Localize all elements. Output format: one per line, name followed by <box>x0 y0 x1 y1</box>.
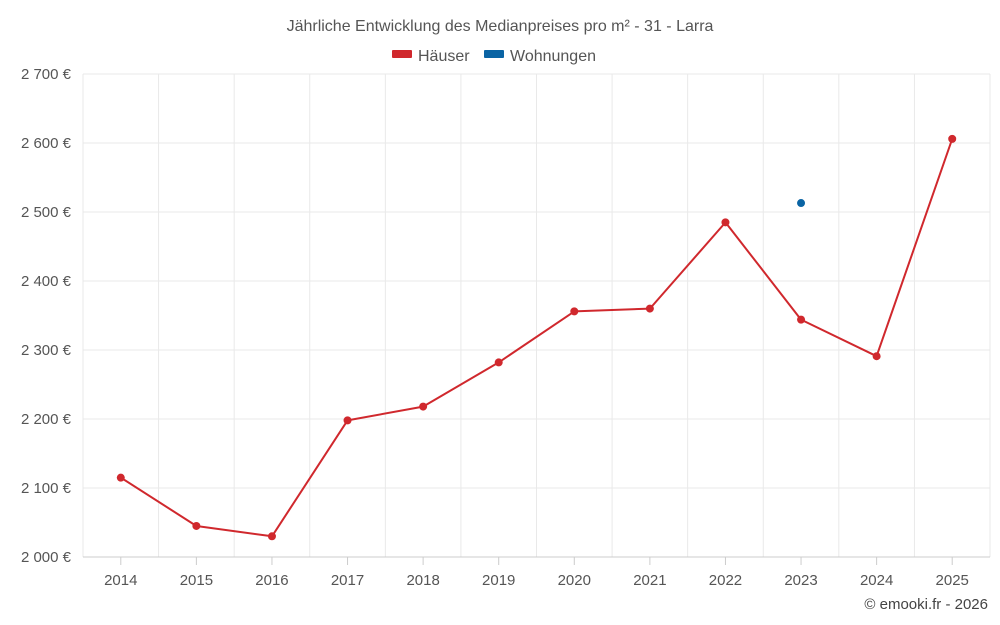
copyright-text: © emooki.fr - 2026 <box>864 596 988 613</box>
data-point-wohnungen[interactable] <box>797 199 806 208</box>
data-point-haeuser[interactable] <box>267 532 276 541</box>
y-tick-label: 2 100 € <box>21 480 72 497</box>
data-point-haeuser[interactable] <box>419 402 428 411</box>
y-tick-label: 2 000 € <box>21 549 72 566</box>
legend: Häuser Wohnungen <box>392 48 596 65</box>
data-point-haeuser[interactable] <box>948 134 957 143</box>
data-point-haeuser[interactable] <box>645 304 654 313</box>
data-point-haeuser[interactable] <box>343 416 352 425</box>
x-tick-label: 2021 <box>633 572 666 589</box>
data-point-haeuser[interactable] <box>797 315 806 324</box>
x-tick-label: 2020 <box>558 572 591 589</box>
x-tick-label: 2015 <box>180 572 213 589</box>
y-tick-label: 2 300 € <box>21 342 72 359</box>
x-tick-label: 2024 <box>860 572 893 589</box>
legend-label-wohnungen: Wohnungen <box>510 48 596 65</box>
y-tick-label: 2 700 € <box>21 66 72 83</box>
x-tick-label: 2016 <box>255 572 288 589</box>
chart-title: Jährliche Entwicklung des Medianpreises … <box>287 18 714 35</box>
x-tick-label: 2019 <box>482 572 515 589</box>
data-point-haeuser[interactable] <box>494 358 503 367</box>
x-tick-label: 2017 <box>331 572 364 589</box>
x-tick-label: 2022 <box>709 572 742 589</box>
x-tick-label: 2018 <box>406 572 439 589</box>
x-axis: 2014 2015 2016 2017 2018 2019 2020 2021 2022 2023… <box>83 556 990 589</box>
legend-item-haeuser[interactable]: Häuser <box>392 48 470 65</box>
series-line-haeuser <box>120 138 954 538</box>
y-axis: 2 000 € 2 100 € 2 200 € 2 300 € 2 400 € 2 500… <box>21 66 72 566</box>
y-tick-label: 2 400 € <box>21 273 72 290</box>
y-tick-label: 2 500 € <box>21 204 72 221</box>
grid <box>82 73 991 557</box>
x-tick-label: 2025 <box>936 572 969 589</box>
data-point-haeuser[interactable] <box>116 473 125 482</box>
y-tick-label: 2 600 € <box>21 135 72 152</box>
data-point-haeuser[interactable] <box>721 218 730 227</box>
legend-swatch-haeuser <box>392 50 412 58</box>
series-layer <box>116 134 957 541</box>
data-point-haeuser[interactable] <box>570 307 579 316</box>
legend-swatch-wohnungen <box>484 50 504 58</box>
data-point-haeuser[interactable] <box>192 521 201 530</box>
y-tick-label: 2 200 € <box>21 411 72 428</box>
legend-label-haeuser: Häuser <box>418 48 470 65</box>
legend-item-wohnungen[interactable]: Wohnungen <box>484 48 596 65</box>
x-tick-label: 2014 <box>104 572 137 589</box>
data-point-haeuser[interactable] <box>872 352 881 361</box>
x-tick-label: 2023 <box>784 572 817 589</box>
